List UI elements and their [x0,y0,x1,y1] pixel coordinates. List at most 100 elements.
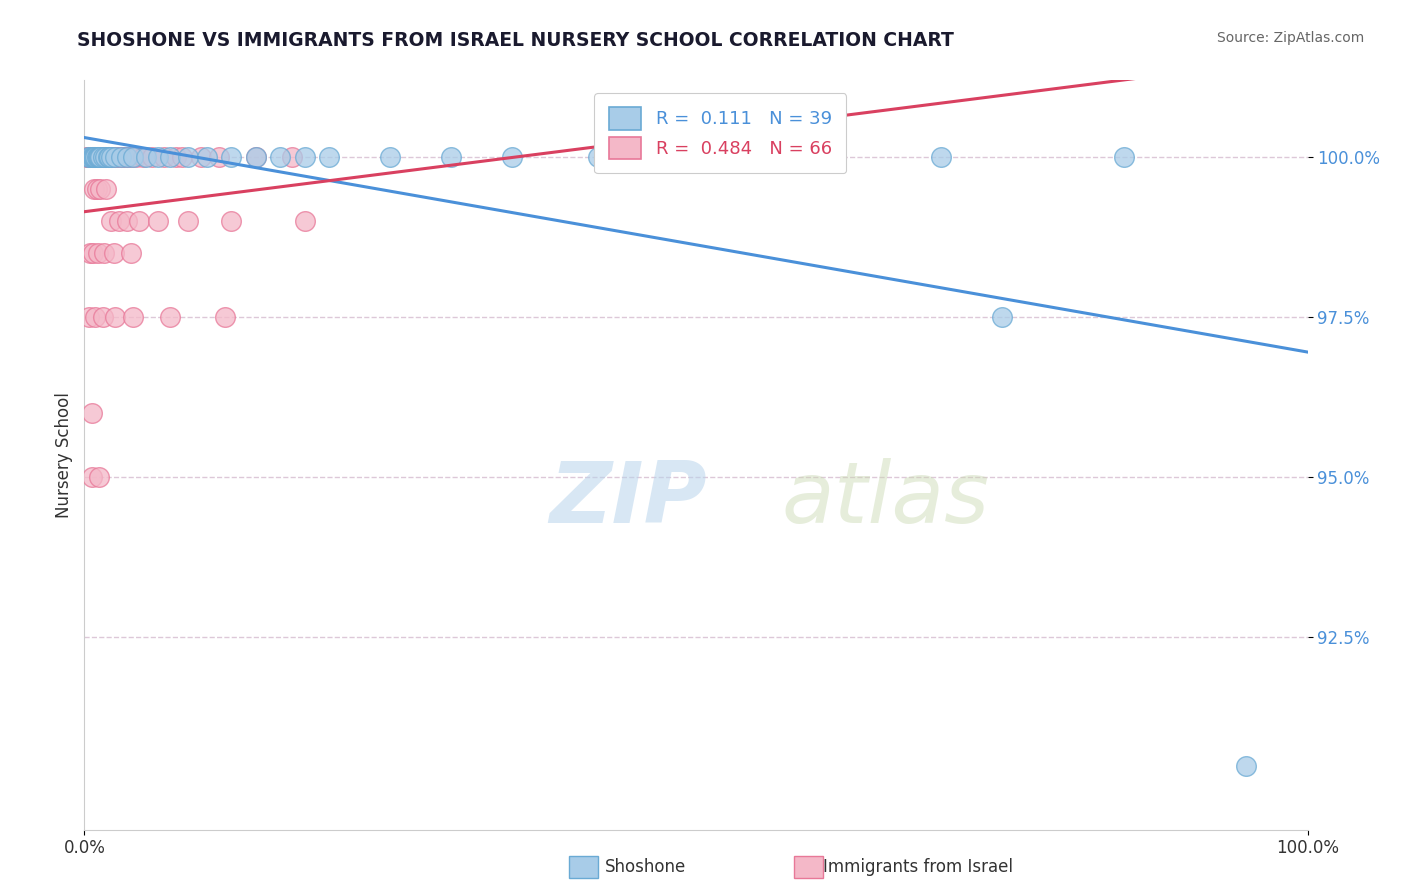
Point [97,150,120,164]
Point [214,310,236,325]
Point [1236,758,1258,772]
Point [89,182,111,196]
Point [82,150,104,164]
Legend: R =  0.111   N = 39, R =  0.484   N = 66: R = 0.111 N = 39, R = 0.484 N = 66 [595,93,846,173]
Point [153,150,176,164]
Point [83,150,105,164]
Point [96,150,118,164]
Point [100,214,122,228]
Point [190,150,212,164]
Point [91,310,114,325]
Point [294,150,316,164]
Point [104,150,127,164]
Point [94,150,117,164]
Point [86,150,108,164]
Point [89,150,111,164]
Text: Source: ZipAtlas.com: Source: ZipAtlas.com [1216,31,1364,45]
Point [219,214,242,228]
Point [685,150,707,164]
Point [77,150,100,164]
Point [83,150,105,164]
Point [807,150,830,164]
Point [89,150,111,164]
Point [101,150,124,164]
Text: SHOSHONE VS IMMIGRANTS FROM ISRAEL NURSERY SCHOOL CORRELATION CHART: SHOSHONE VS IMMIGRANTS FROM ISRAEL NURSE… [77,31,955,50]
Point [1114,150,1136,164]
Text: atlas: atlas [782,458,990,541]
Point [84,150,107,164]
Point [84,150,107,164]
Point [79,246,101,260]
Point [172,150,194,164]
Point [120,246,142,260]
Point [87,470,110,484]
Point [105,150,128,164]
Point [110,150,132,164]
Point [219,150,242,164]
Point [100,150,122,164]
Point [122,150,145,164]
Point [90,150,112,164]
Text: Immigrants from Israel: Immigrants from Israel [823,858,1012,876]
Point [141,150,163,164]
Point [82,150,104,164]
Point [318,150,340,164]
Point [115,150,138,164]
Point [195,150,218,164]
Point [135,150,157,164]
Point [79,150,101,164]
Point [132,150,155,164]
Point [77,310,100,325]
Point [115,150,138,164]
Point [82,246,104,260]
Point [97,150,120,164]
Point [146,214,169,228]
Bar [794,856,823,878]
Point [87,150,110,164]
Point [83,182,105,196]
Point [77,150,100,164]
Point [84,310,107,325]
Point [269,150,291,164]
Point [93,246,115,260]
Point [177,150,200,164]
Point [112,150,135,164]
Point [281,150,304,164]
Point [159,150,181,164]
Point [125,150,148,164]
Point [87,150,110,164]
Point [107,214,129,228]
Point [87,246,110,260]
Y-axis label: Nursery School: Nursery School [55,392,73,518]
Point [104,310,127,325]
Point [93,150,115,164]
Point [91,150,114,164]
Point [159,310,181,325]
Point [80,406,103,420]
Point [77,150,100,164]
Text: Shoshone: Shoshone [605,858,686,876]
Point [91,150,114,164]
Point [502,150,524,164]
Point [120,150,142,164]
Point [146,150,169,164]
Point [96,182,118,196]
Point [103,246,125,260]
Point [115,214,138,228]
Point [79,150,101,164]
Point [94,150,117,164]
Point [294,214,316,228]
Point [104,150,127,164]
Point [98,150,121,164]
Point [991,310,1014,325]
Point [586,150,609,164]
Point [929,150,952,164]
Point [86,182,108,196]
Point [86,150,108,164]
Point [440,150,463,164]
Point [76,150,98,164]
Bar [569,856,598,878]
Point [110,150,132,164]
Point [122,310,145,325]
Point [87,150,110,164]
